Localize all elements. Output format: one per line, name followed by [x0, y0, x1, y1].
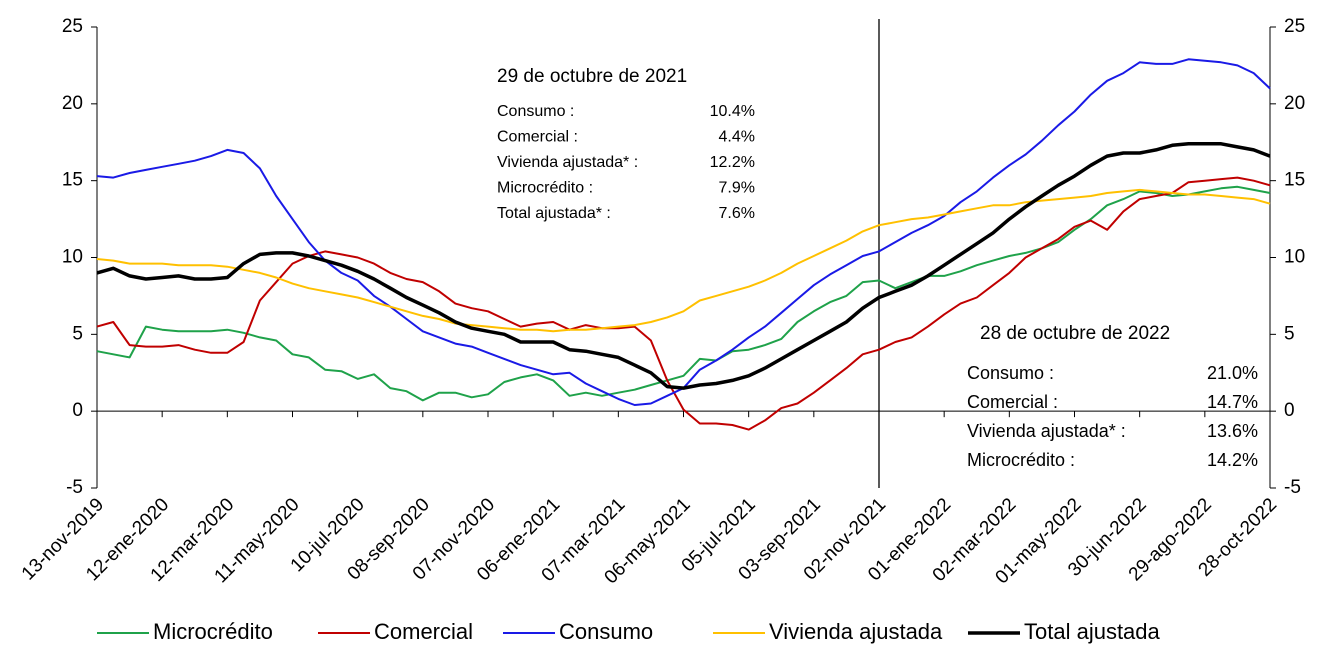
annotation-label: Microcrédito : [967, 450, 1075, 470]
annotation-label: Comercial : [497, 129, 578, 146]
y-tick-label: 25 [62, 16, 83, 37]
y-tick-label: 20 [62, 93, 83, 114]
annotation-label: Total ajustada* : [497, 205, 611, 222]
annotation: 28 de octubre de 2022 Consumo : 21.0% Comer… [967, 323, 1258, 470]
annotation-value: 13.6% [1207, 421, 1258, 441]
series-line [96, 188, 1271, 333]
annotation-label: Comercial : [967, 392, 1058, 412]
legend-label: Total ajustada [1024, 619, 1161, 644]
legend-label: Vivienda ajustada [769, 619, 943, 644]
annotation-value: 12.2% [710, 154, 755, 171]
series-line [96, 142, 1271, 390]
annotation-value: 14.2% [1207, 450, 1258, 470]
y-tick-label: 15 [62, 170, 83, 191]
annotation-label: Consumo : [497, 103, 574, 120]
annotation-label: Vivienda ajustada* : [967, 421, 1126, 441]
series-line [96, 185, 1271, 402]
annotation-title: 28 de octubre de 2022 [980, 323, 1170, 344]
legend-label: Consumo [559, 619, 653, 644]
y2-tick-label: 5 [1284, 323, 1295, 344]
annotation-label: Consumo : [967, 363, 1054, 383]
annotation-value: 7.9% [719, 180, 755, 197]
y2-tick-label: 10 [1284, 247, 1305, 268]
annotation: 29 de octubre de 2021 Consumo : 10.4% Comer… [497, 66, 755, 222]
annotation-value: 14.7% [1207, 392, 1258, 412]
annotation-label: Microcrédito : [497, 180, 593, 197]
y2-tick-label: 0 [1284, 400, 1295, 421]
y2-tick-label: -5 [1284, 477, 1301, 498]
y-tick-label: 5 [72, 323, 83, 344]
y2-tick-label: 25 [1284, 16, 1305, 37]
y-tick-label: 10 [62, 247, 83, 268]
series-line [96, 176, 1271, 431]
annotation-value: 10.4% [710, 103, 755, 120]
y2-tick-label: 20 [1284, 93, 1305, 114]
annotation-value: 21.0% [1207, 363, 1258, 383]
annotation-value: 4.4% [719, 129, 755, 146]
y2-tick-label: 15 [1284, 170, 1305, 191]
series-line [96, 58, 1271, 406]
legend-label: Microcrédito [153, 619, 273, 644]
legend-label: Comercial [374, 619, 473, 644]
y-tick-label: -5 [66, 477, 83, 498]
annotation-title: 29 de octubre de 2021 [497, 66, 687, 87]
y-tick-label: 0 [72, 400, 83, 421]
annotation-label: Vivienda ajustada* : [497, 154, 638, 171]
annotation-value: 7.6% [719, 205, 755, 222]
